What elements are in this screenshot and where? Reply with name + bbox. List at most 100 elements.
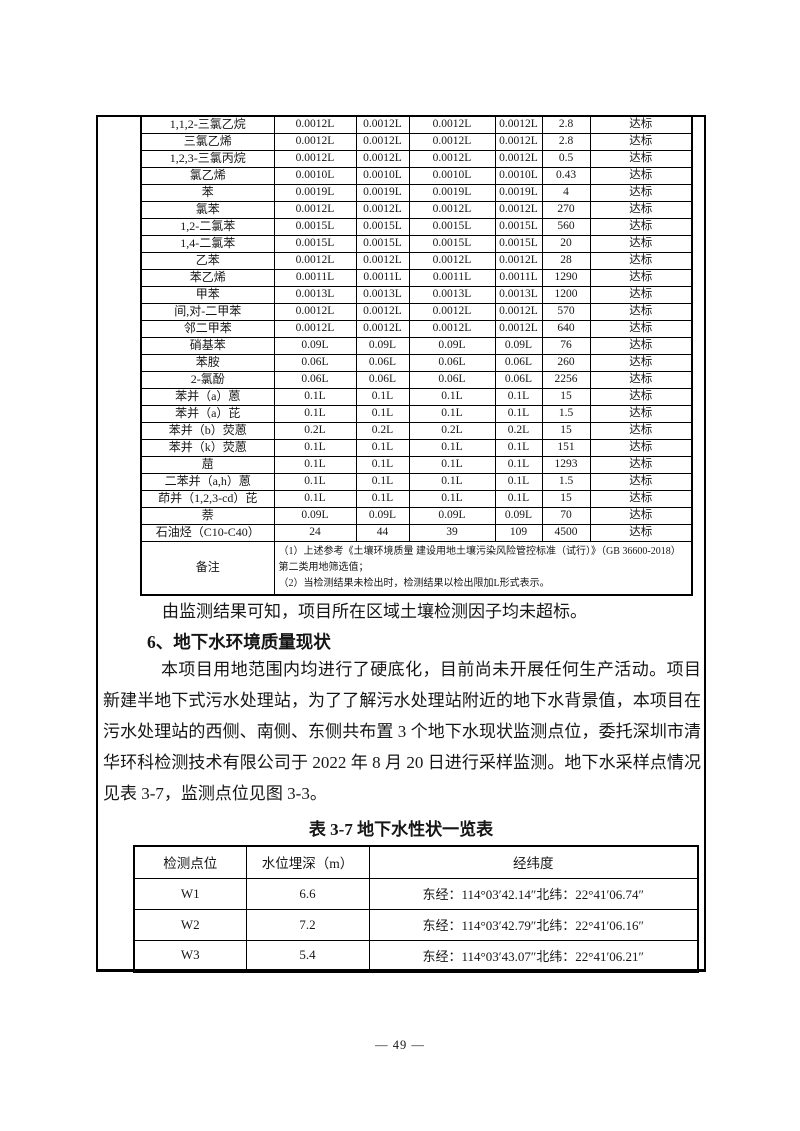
table-cell: 0.0012L [273,251,357,270]
table-cell: 0.1L [408,489,496,508]
table-cell: 0.0012L [494,319,543,338]
table-cell: 0.0011L [494,268,543,287]
table-cell: 0.1L [273,387,357,406]
table-cell: 东经：114°03′42.14″北纬：22°41′06.74″ [368,877,699,910]
table-cell: 560 [541,217,591,236]
table-cell: 达标 [589,149,693,168]
table-cell: 0.0012L [273,149,357,168]
table-cell: 1290 [541,268,591,287]
table-cell: 0.0012L [408,115,496,134]
table-cell: 2.8 [541,132,591,151]
table-row: 茚并（1,2,3-cd）芘 0.1L 0.1L 0.1L 0.1L 15 达标 [140,489,693,508]
table-row: W3 5.4 东经：114°03′43.07″北纬：22°41′06.21″ [133,939,699,972]
table-cell: 0.0012L [408,251,496,270]
table-row: 苯并（a）蒽 0.1L 0.1L 0.1L 0.1L 15 达标 [140,387,693,406]
header-row: 检测点位 水位埋深（m） 经纬度 [133,845,699,879]
table-cell: 270 [541,200,591,219]
table-cell: 达标 [589,251,693,270]
table-cell: 茚并（1,2,3-cd）芘 [140,489,275,508]
table-cell: 0.2L [273,421,357,440]
table-row: W1 6.6 东经：114°03′42.14″北纬：22°41′06.74″ [133,877,699,910]
table-cell: 151 [541,438,591,457]
table-cell: 0.1L [273,438,357,457]
table-cell: W3 [133,939,247,972]
table-cell: 0.0010L [494,166,543,185]
table-cell: 76 [541,336,591,355]
table-cell: 0.0012L [355,251,410,270]
table-cell: 达标 [589,166,693,185]
table-cell: 0.1L [408,455,496,474]
table-cell: 0.1L [355,438,410,457]
table-row: 二苯并（a,h）蒽 0.1L 0.1L 0.1L 0.1L 1.5 达标 [140,472,693,491]
table-cell: 0.0015L [273,234,357,253]
table-cell: 0.2L [494,421,543,440]
table-cell: 0.1L [494,489,543,508]
table-cell: 0.1L [355,404,410,423]
table-cell: 乙苯 [140,251,275,270]
table-cell: 0.0012L [408,302,496,321]
table-row: 氯苯 0.0012L 0.0012L 0.0012L 0.0012L 270 达标 [140,200,693,219]
table-cell: 达标 [589,285,693,304]
table-cell: 二苯并（a,h）蒽 [140,472,275,491]
table-cell: 苯乙烯 [140,268,275,287]
notes-row: 备注 （1）上述参考《土壤环境质量 建设用地土壤污染风险管控标准（试行）》（GB… [140,540,693,596]
table-cell: 0.06L [355,370,410,389]
table-cell: 1,4-二氯苯 [140,234,275,253]
table-cell: 0.0012L [273,319,357,338]
table-cell: 2-氯酚 [140,370,275,389]
table-cell: 0.06L [408,353,496,372]
table-cell: 0.0012L [494,149,543,168]
table-cell: 1293 [541,455,591,474]
table-cell: 石油烃（C10-C40） [140,523,275,542]
table-cell: 5.4 [245,939,370,972]
table-cell: 0.1L [355,472,410,491]
table-cell: 达标 [589,421,693,440]
table-cell: 达标 [589,489,693,508]
table-cell: 39 [408,523,496,542]
table-cell: 0.0010L [273,166,357,185]
table-cell: 䓛 [140,455,275,474]
table-cell: 0.09L [355,506,410,525]
table-cell: 0.1L [408,472,496,491]
table-row: 苯并（k）荧蒽 0.1L 0.1L 0.1L 0.1L 151 达标 [140,438,693,457]
table-cell: 0.0012L [273,302,357,321]
table-cell: 0.0012L [355,302,410,321]
table-row: W2 7.2 东经：114°03′42.79″北纬：22°41′06.16″ [133,908,699,941]
table-cell: 东经：114°03′43.07″北纬：22°41′06.21″ [368,939,699,972]
table-cell: 氯苯 [140,200,275,219]
table-cell: 0.0013L [408,285,496,304]
table-cell: 0.0012L [494,132,543,151]
table-cell: 0.0015L [355,217,410,236]
table-cell: 1200 [541,285,591,304]
table-cell: 0.06L [273,370,357,389]
note-line-2: （2）当检测结果未检出时，检测结果以检出限加L形式表示。 [278,577,550,589]
table-row: 邻二甲苯 0.0012L 0.0012L 0.0012L 0.0012L 640 达标 [140,319,693,338]
table-cell: 15 [541,387,591,406]
table-cell: 苯并（k）荧蒽 [140,438,275,457]
table-cell: 0.0012L [408,200,496,219]
table-row: 1,2,3-三氯丙烷 0.0012L 0.0012L 0.0012L 0.0012L 0.… [140,149,693,168]
table-cell: 0.0015L [494,217,543,236]
table-cell: 44 [355,523,410,542]
body-paragraph: 本项目用地范围内均进行了硬底化，目前尚未开展任何生产活动。项目新建半地下式污水处… [103,660,701,803]
table-cell: 0.0015L [408,217,496,236]
table-cell: 0.1L [273,472,357,491]
table-row: 1,1,2-三氯乙烷 0.0012L 0.0012L 0.0012L 0.0012L 2.… [140,115,693,134]
table-cell: 15 [541,489,591,508]
table-cell: 达标 [589,200,693,219]
section-heading: 6、地下水环境质量现状 [147,632,331,652]
table-cell: 苯并（a）芘 [140,404,275,423]
table-cell: 苯胺 [140,353,275,372]
table-cell: 0.09L [273,506,357,525]
table-cell: 0.1L [273,489,357,508]
table-cell: 0.06L [273,353,357,372]
table-row: 间,对-二甲苯 0.0012L 0.0012L 0.0012L 0.0012L 570 达标 [140,302,693,321]
table-cell: W2 [133,908,247,941]
table-cell: 0.09L [355,336,410,355]
table-cell: 0.0015L [355,234,410,253]
table-cell: 0.43 [541,166,591,185]
table-cell: 20 [541,234,591,253]
col-header-depth: 水位埋深（m） [245,845,370,879]
table-cell: 0.0019L [408,183,496,202]
table-cell: 0.0012L [273,200,357,219]
